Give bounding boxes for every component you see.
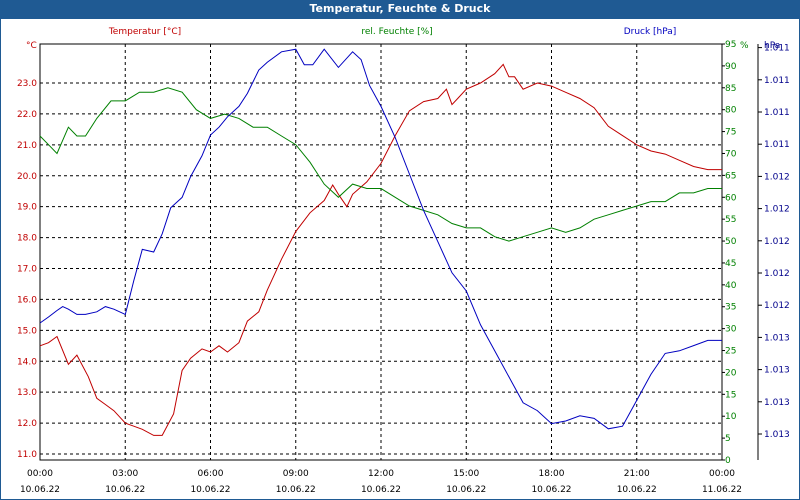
pressure-tick-label: 1.012	[764, 237, 790, 247]
pressure-tick-label: 1.013	[764, 366, 790, 376]
legend-entry: rel. Feuchte [%]	[361, 27, 432, 37]
left-tick-label: 11.0	[17, 450, 37, 460]
left-tick-label: 22.0	[17, 110, 37, 120]
humidity-tick-label: 55	[725, 215, 736, 225]
left-tick-label: 13.0	[17, 388, 37, 398]
chart-title: Temperatur, Feuchte & Druck	[0, 0, 800, 18]
x-tick-date: 10.06.22	[276, 485, 316, 495]
x-tick-time: 00:00	[709, 469, 735, 479]
pressure-axis-unit: hPa	[764, 41, 780, 51]
x-tick-date: 10.06.22	[190, 485, 230, 495]
pressure-tick-label: 1.011	[764, 44, 790, 54]
x-tick-date: 11.06.22	[702, 485, 742, 495]
humidity-tick-label: 0	[725, 456, 731, 466]
pressure-line	[39, 48, 722, 430]
humidity-tick-label: 90	[725, 62, 737, 72]
x-tick-date: 10.06.22	[531, 485, 571, 495]
left-tick-label: 14.0	[17, 357, 37, 367]
humidity-tick-label: 30	[725, 325, 737, 335]
legend-entry: Temperatur [°C]	[108, 27, 181, 37]
x-tick-date: 10.06.22	[446, 485, 486, 495]
humidity-tick-label: 65	[725, 171, 736, 181]
humidity-tick-label: 45	[725, 259, 736, 269]
humidity-tick-label: 70	[725, 149, 737, 159]
left-tick-label: 23.0	[17, 79, 37, 89]
x-tick-date: 10.06.22	[617, 485, 657, 495]
humidity-line	[39, 87, 722, 242]
left-tick-label: 18.0	[17, 234, 37, 244]
x-tick-time: 12:00	[368, 469, 394, 479]
left-tick-label: 21.0	[17, 141, 37, 151]
x-tick-date: 10.06.22	[105, 485, 145, 495]
left-tick-label: 19.0	[17, 203, 37, 213]
pressure-tick-label: 1.013	[764, 398, 790, 408]
humidity-tick-label: 40	[725, 281, 737, 291]
x-tick-date: 10.06.22	[20, 485, 60, 495]
humidity-tick-label: 5	[725, 434, 731, 444]
x-tick-time: 18:00	[539, 469, 565, 479]
pressure-tick-label: 1.013	[764, 430, 790, 440]
humidity-tick-label: 10	[725, 412, 737, 422]
pressure-tick-label: 1.012	[764, 205, 790, 215]
legend-entry: Druck [hPa]	[624, 27, 677, 37]
pressure-tick-label: 1.011	[764, 108, 790, 118]
x-tick-time: 15:00	[453, 469, 479, 479]
x-tick-time: 21:00	[624, 469, 650, 479]
humidity-tick-label: 50	[725, 237, 737, 247]
x-tick-time: 03:00	[112, 469, 138, 479]
pressure-tick-label: 1.011	[764, 76, 790, 86]
x-tick-time: 09:00	[283, 469, 309, 479]
left-tick-label: 15.0	[17, 326, 37, 336]
left-axis-unit: °C	[26, 41, 37, 51]
left-tick-label: 17.0	[17, 265, 37, 275]
humidity-tick-label: 60	[725, 193, 737, 203]
pressure-tick-label: 1.011	[764, 140, 790, 150]
humidity-tick-label: 80	[725, 106, 737, 116]
humidity-tick-label: 25	[725, 347, 736, 357]
pressure-tick-label: 1.012	[764, 172, 790, 182]
x-tick-date: 10.06.22	[361, 485, 401, 495]
x-tick-time: 00:00	[27, 469, 53, 479]
left-tick-label: 16.0	[17, 295, 37, 305]
temperature-line	[39, 63, 722, 436]
left-tick-label: 20.0	[17, 172, 37, 182]
humidity-tick-label: 85	[725, 84, 736, 94]
humidity-axis-unit: %	[740, 41, 749, 51]
pressure-tick-label: 1.012	[764, 269, 790, 279]
humidity-tick-label: 20	[725, 368, 737, 378]
plot-area	[39, 43, 723, 461]
humidity-tick-label: 15	[725, 390, 736, 400]
humidity-tick-label: 75	[725, 128, 736, 138]
humidity-tick-label: 95	[725, 40, 736, 50]
pressure-tick-label: 1.013	[764, 333, 790, 343]
pressure-tick-label: 1.012	[764, 301, 790, 311]
left-tick-label: 12.0	[17, 419, 37, 429]
humidity-tick-label: 35	[725, 303, 736, 313]
x-tick-time: 06:00	[198, 469, 224, 479]
